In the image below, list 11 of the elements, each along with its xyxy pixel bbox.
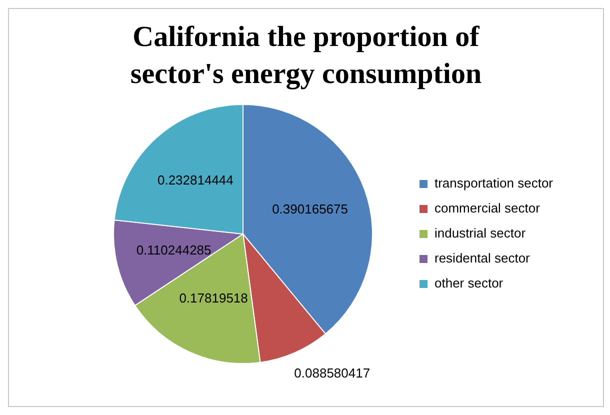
data-label: 0.110244285 bbox=[136, 242, 212, 258]
legend-label: commercial sector bbox=[434, 200, 541, 216]
legend-label: industrial sector bbox=[434, 226, 526, 241]
legend-label: transportation sector bbox=[434, 176, 554, 191]
data-label: 0.232814444 bbox=[157, 172, 234, 188]
data-label: 0.088580417 bbox=[294, 366, 370, 381]
data-label: 0.390165675 bbox=[272, 201, 348, 216]
chart-title: California the proportion of sector's energy consumption bbox=[129, 20, 483, 92]
data-label: 0.17819518 bbox=[179, 290, 248, 306]
legend-label: residental sector bbox=[434, 250, 531, 266]
legend-label: other sector bbox=[434, 276, 504, 291]
